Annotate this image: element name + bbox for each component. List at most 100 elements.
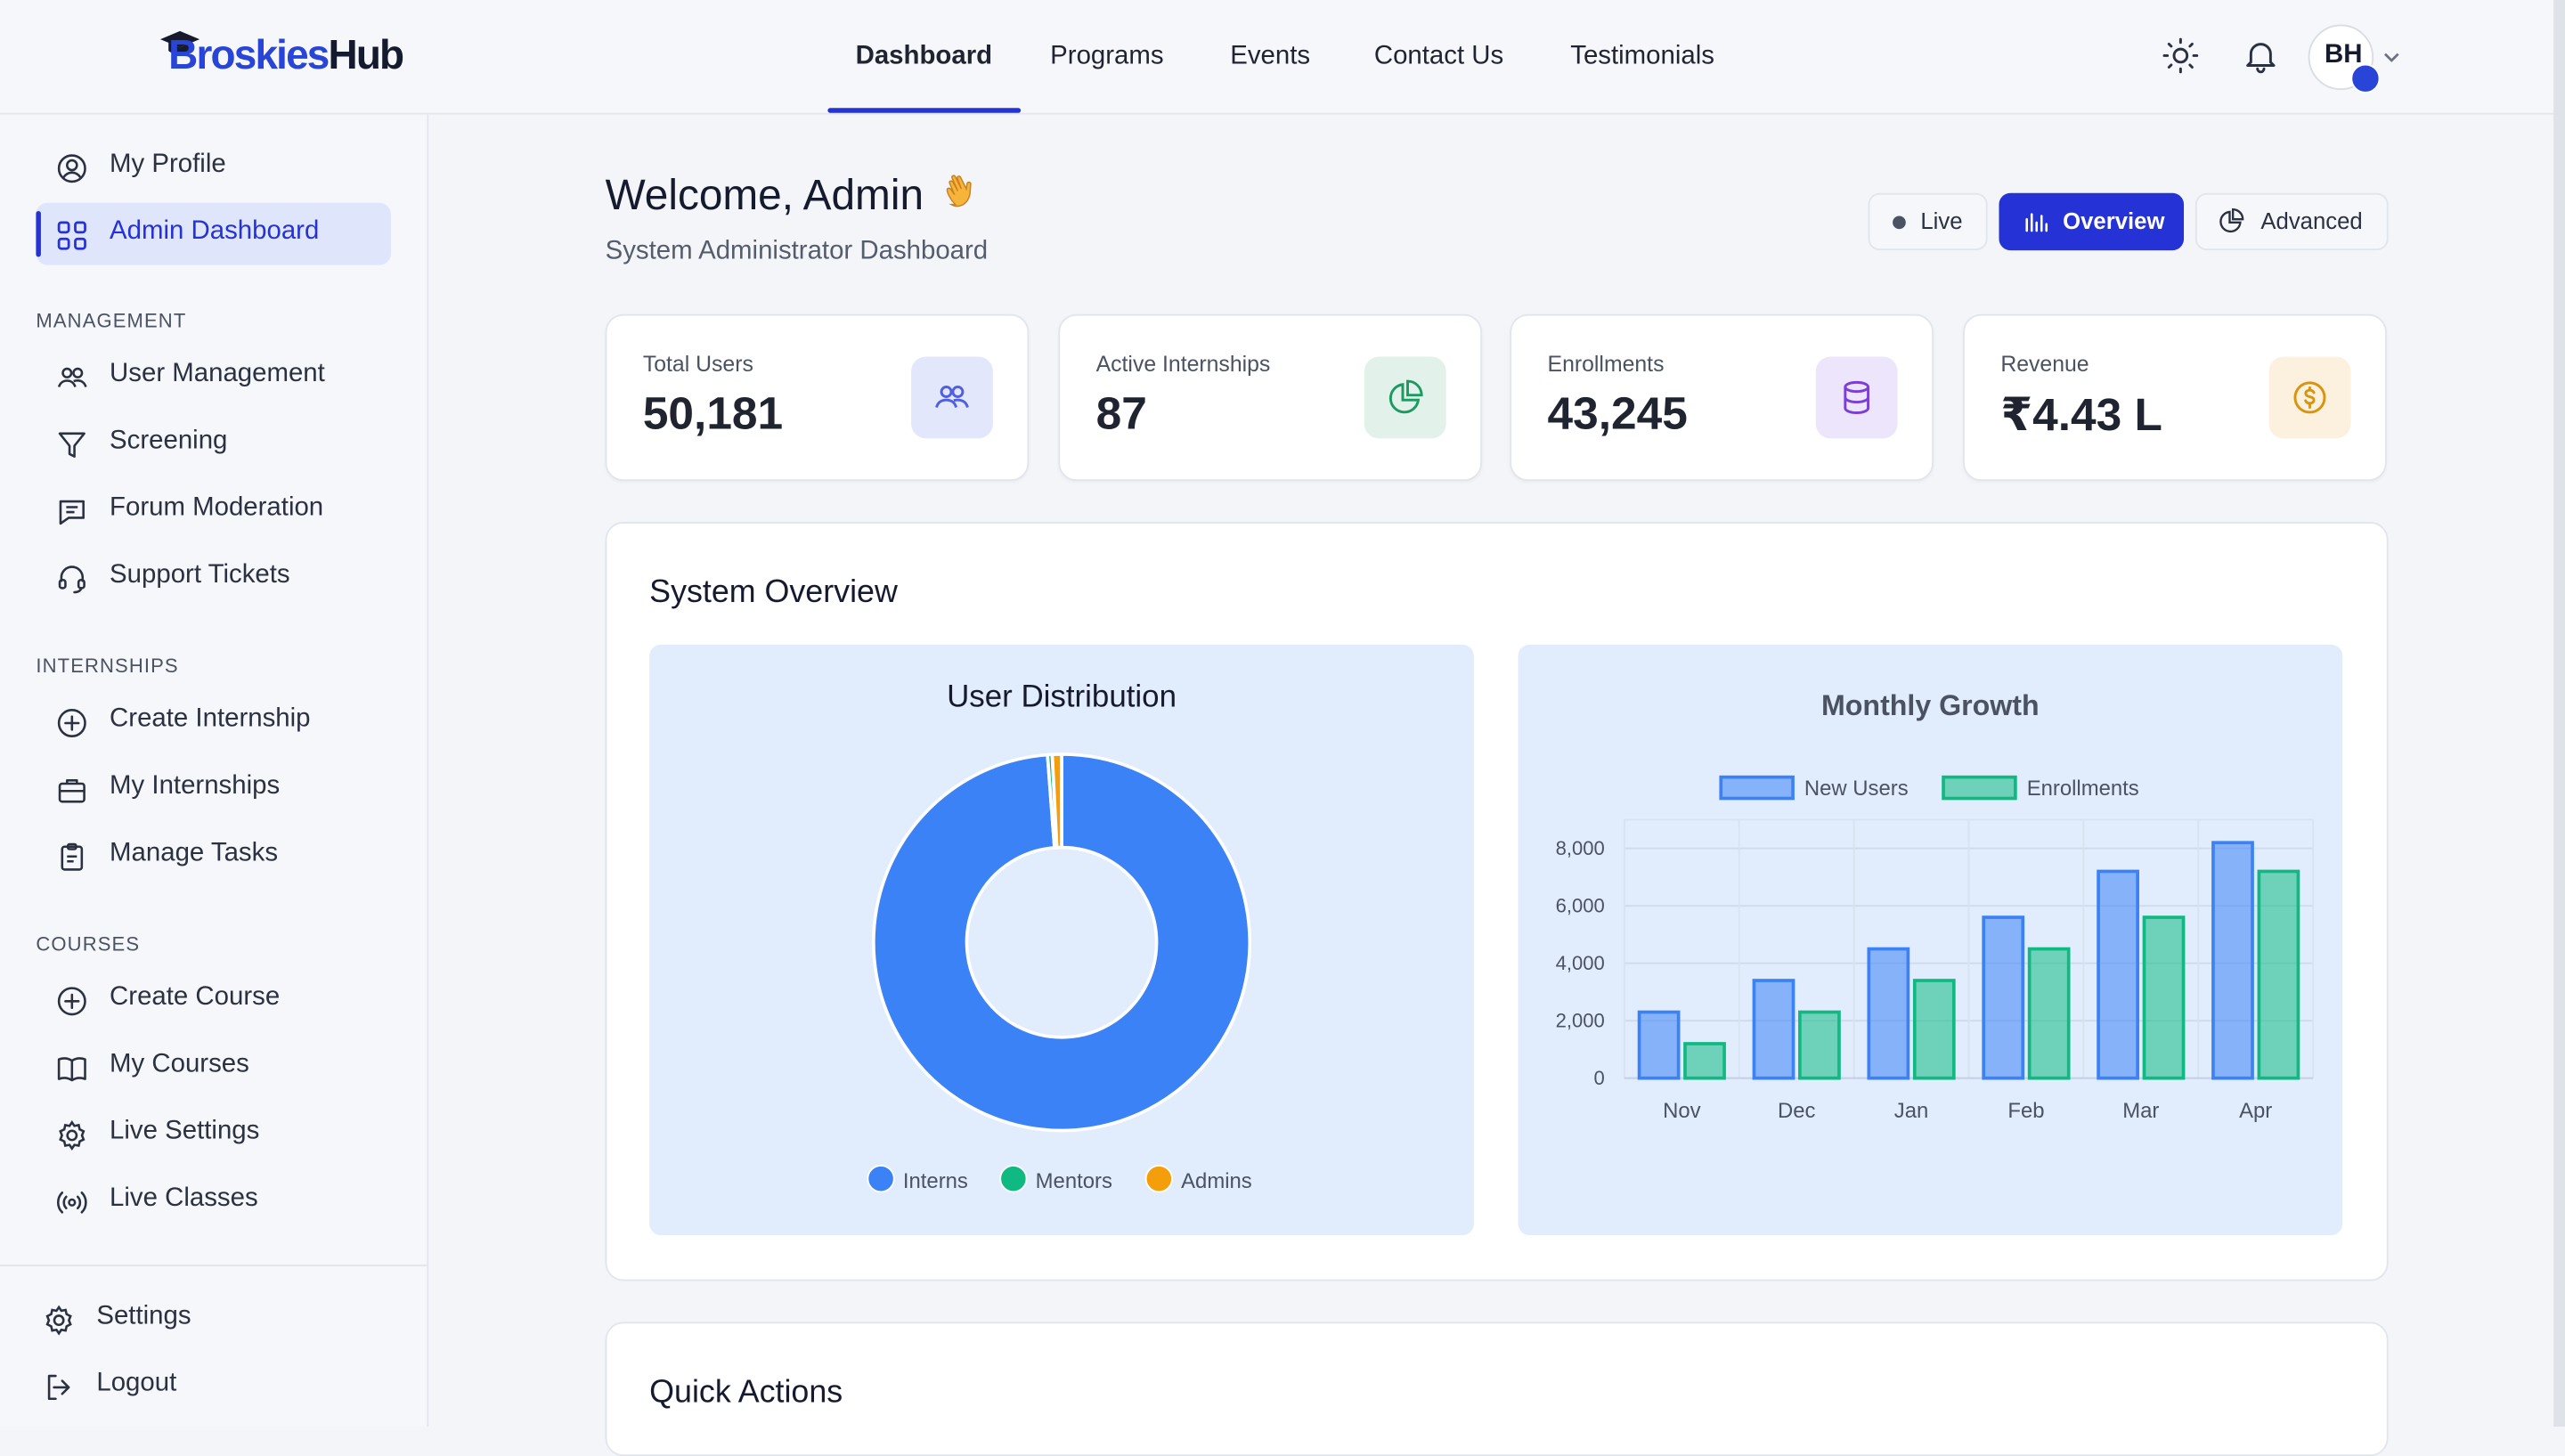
pie-slice-interns[interactable] xyxy=(871,752,1252,1133)
advanced-mode-label: Advanced xyxy=(2260,207,2363,234)
sidebar-item-label: Settings xyxy=(96,1302,191,1330)
section-heading-management: MANAGEMENT xyxy=(36,309,187,332)
y-tick-label: 4,000 xyxy=(1556,952,1605,974)
pie-icon xyxy=(1364,356,1446,439)
sidebar-item-live-classes[interactable]: Live Classes xyxy=(36,1170,391,1232)
user-avatar[interactable]: BH xyxy=(2308,24,2381,94)
legend-item-admins[interactable]: Admins xyxy=(1144,1165,1252,1193)
verified-badge-icon xyxy=(2350,63,2381,94)
bar-new-users-apr[interactable] xyxy=(2211,841,2254,1080)
stat-value: ₹4.43 L xyxy=(2000,389,2162,441)
gear-icon xyxy=(59,1120,86,1151)
sidebar: My Profile Admin Dashboard MANAGEMENT Us… xyxy=(0,114,429,1428)
sidebar-item-support-tickets[interactable]: Support Tickets xyxy=(36,547,391,609)
bar-enrollments-mar[interactable] xyxy=(2142,915,2186,1080)
stat-value: 43,245 xyxy=(1547,387,1688,439)
sidebar-item-label: Create Course xyxy=(110,983,281,1012)
bell-icon[interactable] xyxy=(2241,36,2280,75)
y-tick-label: 6,000 xyxy=(1556,895,1605,917)
sidebar-item-screening[interactable]: Screening xyxy=(36,412,391,475)
sidebar-item-label: Logout xyxy=(96,1369,177,1397)
bar-new-users-dec[interactable] xyxy=(1752,979,1796,1080)
sidebar-item-label: Screening xyxy=(110,427,228,455)
plus-circle-icon xyxy=(57,987,86,1016)
waving-hand-icon xyxy=(942,170,985,224)
nav-events[interactable]: Events xyxy=(1230,42,1311,70)
logout-icon xyxy=(47,1374,70,1401)
legend-label: Enrollments xyxy=(2027,777,2139,801)
live-mode-button[interactable]: Live xyxy=(1868,192,1988,251)
user-distribution-chart: User Distribution Interns Mentors Admins xyxy=(649,644,1474,1236)
bar-enrollments-jan[interactable] xyxy=(1912,979,1956,1080)
chevron-down-icon[interactable] xyxy=(2380,45,2403,69)
legend-item-interns[interactable]: Interns xyxy=(867,1165,968,1193)
legend-item-mentors[interactable]: Mentors xyxy=(999,1165,1112,1193)
sidebar-item-user-management[interactable]: User Management xyxy=(36,346,391,408)
y-tick-label: 2,000 xyxy=(1556,1010,1605,1032)
bar-new-users-nov[interactable] xyxy=(1637,1010,1681,1080)
user-circle-icon xyxy=(57,154,86,183)
x-tick-label: Dec xyxy=(1778,1099,1816,1123)
sidebar-item-create-course[interactable]: Create Course xyxy=(36,969,391,1031)
sidebar-item-admin-dashboard[interactable]: Admin Dashboard xyxy=(36,202,391,265)
legend-item-new-users[interactable]: New Users xyxy=(1719,775,1909,801)
sidebar-divider xyxy=(0,1265,428,1266)
sidebar-item-my-internships[interactable]: My Internships xyxy=(36,758,391,820)
legend-label: New Users xyxy=(1804,777,1909,801)
x-tick-label: Mar xyxy=(2122,1099,2159,1123)
sidebar-item-manage-tasks[interactable]: Manage Tasks xyxy=(36,825,391,887)
x-tick-label: Feb xyxy=(2007,1099,2044,1123)
bar-new-users-feb[interactable] xyxy=(1982,915,2025,1080)
stat-card-total-users[interactable]: Total Users 50,181 xyxy=(605,313,1030,482)
sidebar-item-label: User Management xyxy=(110,360,325,388)
brand-part-1: Broskies xyxy=(168,32,330,79)
sidebar-item-create-internship[interactable]: Create Internship xyxy=(36,690,391,752)
stat-label: Active Internships xyxy=(1095,351,1271,377)
headset-icon xyxy=(58,565,86,594)
bar-enrollments-nov[interactable] xyxy=(1683,1042,1726,1080)
y-tick-label: 8,000 xyxy=(1556,837,1605,859)
page-scrollbar[interactable] xyxy=(2553,0,2565,1428)
bar-new-users-jan[interactable] xyxy=(1867,947,1910,1080)
sidebar-item-label: Create Internship xyxy=(110,704,311,734)
stat-card-active-internships[interactable]: Active Internships 87 xyxy=(1058,313,1483,482)
overview-mode-button[interactable]: Overview xyxy=(1999,192,2185,251)
stat-label: Revenue xyxy=(2000,351,2089,377)
sidebar-item-label: Admin Dashboard xyxy=(110,217,320,246)
broadcast-icon xyxy=(56,1192,87,1214)
filter-icon xyxy=(58,432,86,458)
nav-testimonials[interactable]: Testimonials xyxy=(1570,42,1714,70)
nav-programs[interactable]: Programs xyxy=(1050,42,1164,70)
bar-enrollments-feb[interactable] xyxy=(2027,947,2071,1080)
stat-card-revenue[interactable]: Revenue ₹4.43 L xyxy=(1963,313,2387,482)
sidebar-item-my-profile[interactable]: My Profile xyxy=(36,135,391,198)
top-navbar: BroskiesHub Dashboard Programs Events Co… xyxy=(0,0,2565,115)
advanced-mode-button[interactable]: Advanced xyxy=(2194,192,2389,251)
sidebar-item-my-courses[interactable]: My Courses xyxy=(36,1036,391,1098)
bar-enrollments-dec[interactable] xyxy=(1798,1010,1841,1080)
stat-card-enrollments[interactable]: Enrollments 43,245 xyxy=(1510,313,1934,482)
legend-item-enrollments[interactable]: Enrollments xyxy=(1942,775,2139,801)
bar-enrollments-apr[interactable] xyxy=(2257,869,2300,1080)
sidebar-item-forum-moderation[interactable]: Forum Moderation xyxy=(36,479,391,541)
pie-slice-admins[interactable] xyxy=(1050,752,1063,850)
stat-label: Enrollments xyxy=(1547,351,1665,377)
sidebar-item-live-settings[interactable]: Live Settings xyxy=(36,1102,391,1165)
section-heading-courses: COURSES xyxy=(36,932,141,956)
sun-icon[interactable] xyxy=(2161,36,2200,75)
chart-title: User Distribution xyxy=(947,680,1177,715)
welcome-text: Welcome, Admin xyxy=(605,170,924,220)
clipboard-icon xyxy=(61,842,84,871)
graduation-cap-icon xyxy=(159,30,200,55)
sidebar-item-settings[interactable]: Settings xyxy=(23,1288,379,1350)
donut-chart xyxy=(871,752,1252,1133)
bar-new-users-mar[interactable] xyxy=(2097,869,2139,1080)
nav-dashboard[interactable]: Dashboard xyxy=(827,0,1020,113)
x-tick-label: Nov xyxy=(1663,1099,1701,1123)
nav-contact-us[interactable]: Contact Us xyxy=(1373,42,1504,70)
bar-chart: New Users Enrollments 0 2,000 4,000 6,000 8,00… xyxy=(1556,775,2315,1123)
sidebar-item-logout[interactable]: Logout xyxy=(23,1354,379,1417)
book-open-icon xyxy=(57,1057,86,1082)
gear-icon xyxy=(45,1305,72,1336)
